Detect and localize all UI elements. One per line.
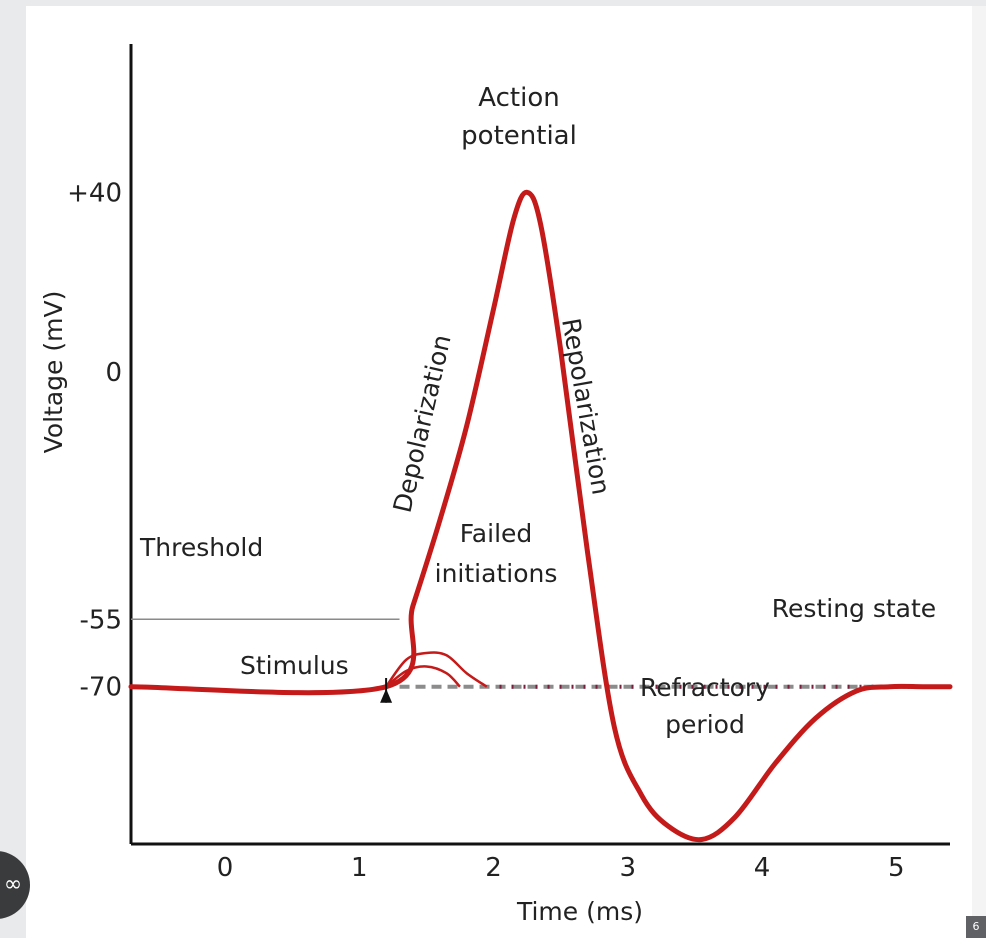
depolarization-label: Depolarization (388, 332, 457, 515)
corner-badge: 6 (966, 916, 986, 938)
x-axis-label: Time (ms) (516, 897, 643, 926)
y-tick-label: +40 (67, 178, 122, 208)
x-tick-label: 2 (485, 853, 502, 883)
repolarization-label: Repolarization (556, 316, 616, 497)
x-tick-label: 4 (754, 853, 771, 883)
action-potential-label-line2: potential (461, 121, 577, 151)
failed-initiation-curve (385, 665, 461, 688)
x-tick-label: 3 (619, 853, 636, 883)
failed-initiation-curve (385, 651, 488, 688)
x-tick-label: 0 (217, 853, 234, 883)
axes (129, 44, 950, 846)
card-edge (972, 6, 986, 938)
chart-card (26, 6, 972, 938)
failed-initiations-line1: Failed (460, 519, 533, 548)
stimulus-arrow-head (380, 688, 393, 703)
x-tick-label: 1 (351, 853, 368, 883)
refractory-period-line1: Refractory (640, 673, 770, 702)
stimulus-label: Stimulus (240, 651, 349, 680)
x-tick-label: 5 (888, 853, 905, 883)
y-tick-label: -70 (80, 673, 122, 703)
y-axis-label: Voltage (mV) (39, 291, 68, 454)
y-tick-label: 0 (105, 358, 122, 388)
threshold-label: Threshold (139, 533, 263, 562)
action-potential-label-line1: Action (478, 83, 559, 113)
y-tick-label: -55 (80, 605, 122, 635)
resting-state-label: Resting state (772, 594, 936, 623)
action-potential-curve (128, 189, 953, 843)
failed-initiations-line2: initiations (435, 559, 558, 588)
refractory-period-line2: period (665, 710, 745, 739)
